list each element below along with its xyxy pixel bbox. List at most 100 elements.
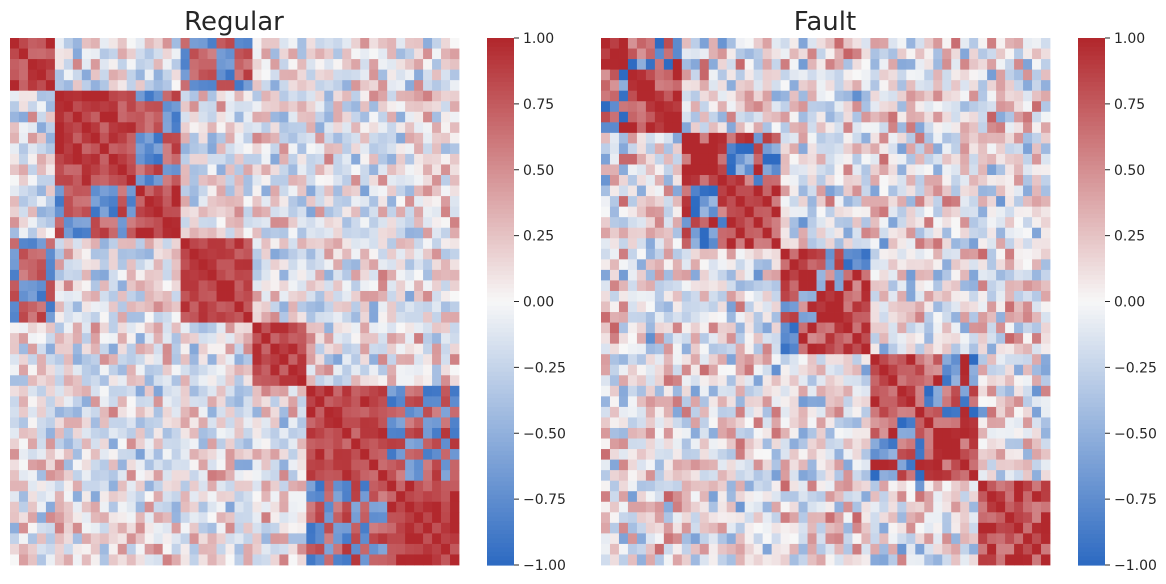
heatmap-cell xyxy=(663,175,674,186)
heatmap-cell xyxy=(18,491,29,503)
heatmap-cell xyxy=(960,522,970,534)
heatmap-cell xyxy=(969,280,979,292)
heatmap-cell xyxy=(618,322,629,334)
heatmap-cell xyxy=(690,312,701,323)
heatmap-cell xyxy=(726,343,737,355)
heatmap-cell xyxy=(924,354,934,366)
heatmap-cell xyxy=(279,512,289,524)
heatmap-cell xyxy=(387,164,397,176)
heatmap-cell xyxy=(171,385,182,397)
heatmap-cell xyxy=(432,196,442,208)
heatmap-cell xyxy=(717,80,728,92)
heatmap-cell xyxy=(99,533,110,545)
heatmap-cell xyxy=(672,480,683,492)
heatmap-cell xyxy=(306,512,316,524)
heatmap-cell xyxy=(636,470,647,482)
heatmap-cell xyxy=(225,248,235,260)
heatmap-cell xyxy=(861,333,871,345)
heatmap-cell xyxy=(915,227,925,239)
heatmap-cell xyxy=(234,543,244,555)
colorbar-segment xyxy=(487,279,514,285)
heatmap-cell xyxy=(108,501,119,513)
heatmap-cell xyxy=(135,217,146,229)
heatmap-cell xyxy=(1014,427,1024,439)
heatmap-cell xyxy=(906,38,916,49)
heatmap-cell xyxy=(771,48,781,60)
heatmap-cell xyxy=(396,248,406,260)
heatmap-cell xyxy=(27,343,38,355)
heatmap-cell xyxy=(117,533,128,545)
chart-title: Fault xyxy=(794,7,856,37)
heatmap-cell xyxy=(897,512,907,524)
heatmap-cell xyxy=(387,459,397,471)
heatmap-cell xyxy=(441,59,451,71)
heatmap-cell xyxy=(81,259,92,271)
heatmap-cell xyxy=(189,312,199,323)
heatmap-cell xyxy=(717,512,728,524)
heatmap-cell xyxy=(261,196,271,208)
heatmap-cell xyxy=(654,153,665,165)
heatmap-cell xyxy=(888,343,898,355)
heatmap-cell xyxy=(627,533,638,545)
heatmap-cell xyxy=(27,143,38,155)
heatmap-cell xyxy=(609,385,620,397)
heatmap-cell xyxy=(735,90,746,102)
heatmap-cell xyxy=(306,248,316,260)
heatmap-cell xyxy=(915,343,925,355)
heatmap-cell xyxy=(180,427,190,439)
heatmap-cell xyxy=(699,417,710,429)
colorbar-segment xyxy=(487,204,514,210)
heatmap-cell xyxy=(135,153,146,165)
heatmap-cell xyxy=(153,269,164,281)
heatmap-cell xyxy=(879,491,889,503)
heatmap-cell xyxy=(834,470,844,482)
heatmap-cell xyxy=(252,269,262,281)
heatmap-cell xyxy=(825,38,835,49)
heatmap-cell xyxy=(681,185,692,197)
heatmap-cell xyxy=(672,90,683,102)
heatmap-cell xyxy=(636,512,647,524)
heatmap-cell xyxy=(780,459,790,471)
heatmap-cell xyxy=(423,122,433,134)
heatmap-cell xyxy=(135,111,146,123)
heatmap-cell xyxy=(888,238,898,250)
heatmap-cell xyxy=(27,375,38,387)
heatmap-cell xyxy=(342,354,352,366)
heatmap-cell xyxy=(216,175,226,186)
heatmap-cell xyxy=(969,111,979,123)
heatmap-cell xyxy=(153,491,164,503)
heatmap-cell xyxy=(99,248,110,260)
heatmap-cell xyxy=(270,322,280,334)
heatmap-cell xyxy=(663,111,674,123)
heatmap-cell xyxy=(144,427,155,439)
heatmap-cell xyxy=(798,459,808,471)
heatmap-cell xyxy=(144,364,155,376)
heatmap-cell xyxy=(726,185,737,197)
heatmap-cell xyxy=(180,459,190,471)
heatmap-cell xyxy=(81,501,92,513)
heatmap-cell xyxy=(762,185,773,197)
heatmap-cell xyxy=(405,343,415,355)
heatmap-cell xyxy=(279,375,289,387)
heatmap-cell xyxy=(987,111,997,123)
heatmap-cell xyxy=(171,164,182,176)
heatmap-cell xyxy=(744,227,755,239)
heatmap-cell xyxy=(789,385,799,397)
heatmap-cell xyxy=(405,38,415,49)
heatmap-cell xyxy=(645,153,656,165)
heatmap-cell xyxy=(432,69,442,81)
heatmap-cell xyxy=(117,396,128,408)
heatmap-cell xyxy=(414,185,424,197)
heatmap-cell xyxy=(951,206,961,218)
heatmap-cell xyxy=(924,238,934,250)
heatmap-cell xyxy=(636,438,647,450)
heatmap-cell xyxy=(189,417,199,429)
heatmap-cell xyxy=(270,48,280,60)
heatmap-cell xyxy=(54,248,65,260)
heatmap-cell xyxy=(54,491,65,503)
heatmap-cell xyxy=(771,59,781,71)
heatmap-cell xyxy=(288,80,298,92)
heatmap-cell xyxy=(852,406,862,418)
heatmap-cell xyxy=(888,417,898,429)
colorbar-segment xyxy=(487,389,514,395)
